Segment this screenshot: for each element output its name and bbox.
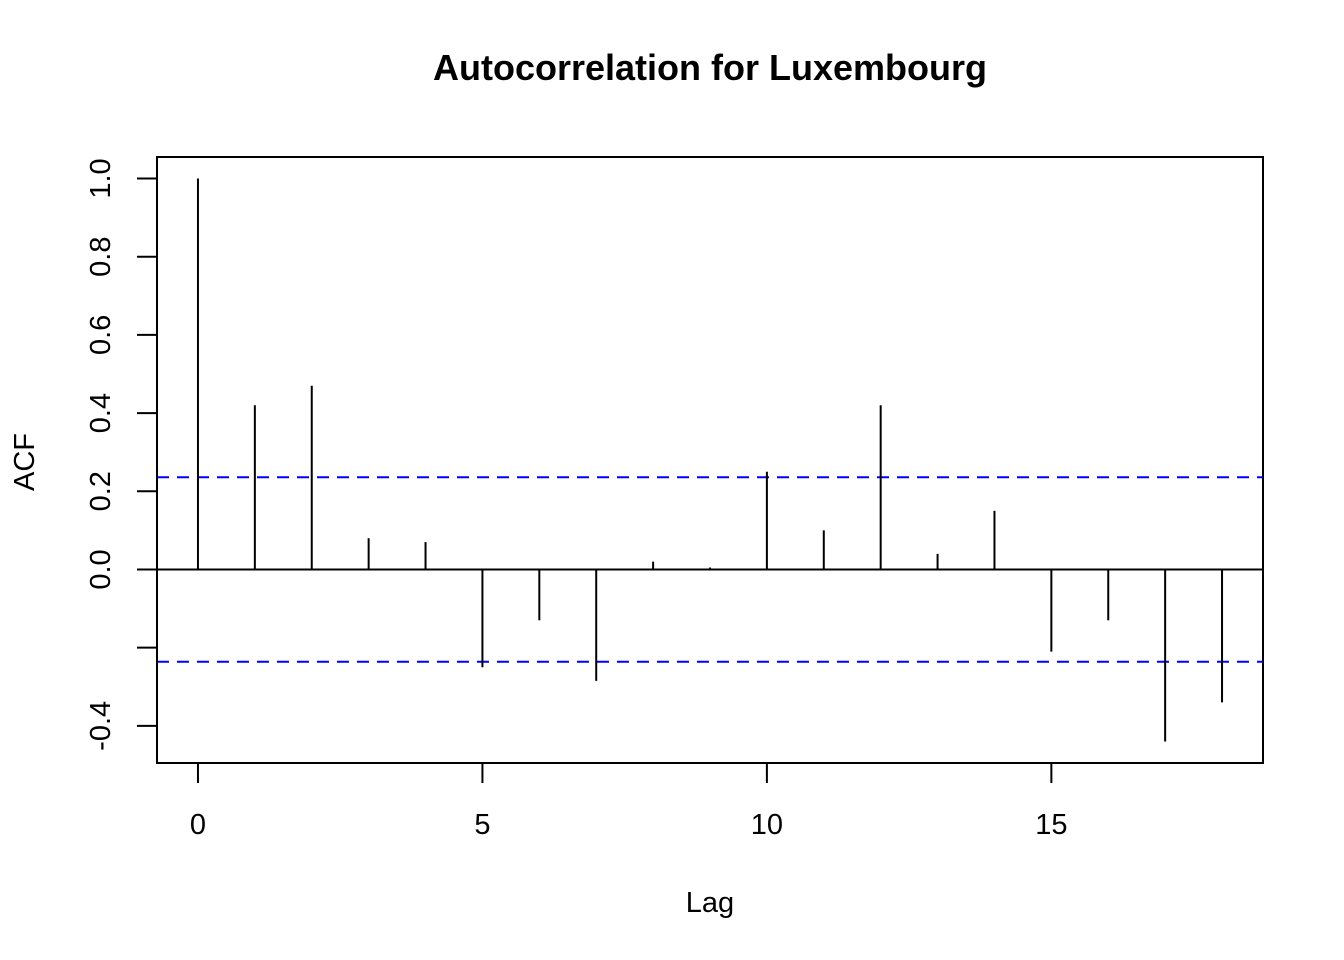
y-tick-label-0.2: 0.2 — [85, 471, 117, 511]
plot-area: 0 5 10 15 -0.4 0.0 0.2 0.4 0.6 0.8 1.0 — [85, 156, 1264, 841]
y-tick-label-0.4: 0.4 — [85, 393, 117, 433]
x-tick-label-15: 15 — [1035, 809, 1067, 841]
y-axis-label: ACF — [9, 433, 41, 491]
y-tick-label-0.8: 0.8 — [85, 237, 117, 277]
y-tick-label--0.4: -0.4 — [85, 701, 117, 751]
chart-title: Autocorrelation for Luxembourg — [433, 47, 987, 88]
y-tick-label-0: 0.0 — [85, 549, 117, 589]
y-tick-label-0.6: 0.6 — [85, 315, 117, 355]
x-tick-label-10: 10 — [751, 809, 783, 841]
x-axis-label: Lag — [686, 887, 734, 919]
plot-frame — [156, 156, 1264, 764]
x-tick-label-0: 0 — [190, 809, 206, 841]
x-tick-label-5: 5 — [474, 809, 490, 841]
y-tick-label-1: 1.0 — [85, 158, 117, 198]
